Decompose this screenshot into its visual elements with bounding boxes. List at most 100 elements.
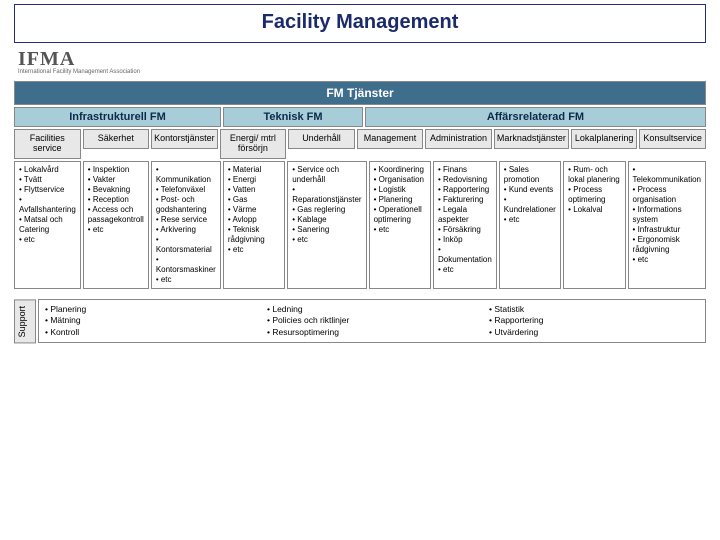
support-box: PlaneringMätningKontroll LedningPolicies … bbox=[38, 299, 706, 343]
fm-grid: FM Tjänster Infrastrukturell FM Teknisk … bbox=[14, 81, 706, 289]
column-cell: InspektionVakterBevakningReceptionAccess… bbox=[83, 161, 149, 289]
list-item: Planering bbox=[45, 304, 255, 315]
list-item: Legala aspekter bbox=[438, 205, 492, 225]
logo-block: IFMA International Facility Management A… bbox=[18, 49, 706, 75]
list-item: Teknisk rådgivning bbox=[228, 225, 280, 245]
column-cell: Sales promotionKund eventsKundrelationer… bbox=[499, 161, 561, 289]
list-item: etc bbox=[292, 235, 361, 245]
category-teknisk: Teknisk FM bbox=[223, 107, 363, 127]
list-item: Policies och riktlinjer bbox=[267, 315, 477, 326]
list-item: Utvärdering bbox=[489, 327, 699, 338]
list-item: etc bbox=[88, 225, 144, 235]
support-column: LedningPolicies och riktlinjerResursopti… bbox=[261, 300, 483, 342]
column-cell: FinansRedovisningRapporteringFakturering… bbox=[433, 161, 497, 289]
list-item: Material bbox=[228, 165, 280, 175]
category-affarsrelaterad: Affärsrelaterad FM bbox=[365, 107, 706, 127]
column-header: Säkerhet bbox=[83, 129, 150, 149]
list-item: Matsal och Catering bbox=[19, 215, 76, 235]
column-cell: TelekommunikationProcess organisationInf… bbox=[628, 161, 706, 289]
list-item: Sales promotion bbox=[504, 165, 556, 185]
list-item: Lokalval bbox=[568, 205, 620, 215]
column-cell: KommunikationTelefonväxelPost- och godsh… bbox=[151, 161, 221, 289]
column-header: Lokalplanering bbox=[571, 129, 638, 149]
list-item: Lokalvård bbox=[19, 165, 76, 175]
column-cell: KoordineringOrganisationLogistikPlanerin… bbox=[369, 161, 431, 289]
list-item: Telekommunikation bbox=[633, 165, 701, 185]
column-cell: Rum- och lokal planeringProcess optimeri… bbox=[563, 161, 625, 289]
list-item: etc bbox=[504, 215, 556, 225]
list-item: Inköp bbox=[438, 235, 492, 245]
list-item: etc bbox=[19, 235, 76, 245]
list-item: Tvätt bbox=[19, 175, 76, 185]
list-item: Koordinering bbox=[374, 165, 426, 175]
list-item: Infrastruktur bbox=[633, 225, 701, 235]
list-item: Dokumentation bbox=[438, 245, 492, 265]
title-box: Facility Management bbox=[14, 4, 706, 43]
column-header: Energi/ mtrl försörjn bbox=[220, 129, 287, 159]
list-item: Ergonomisk rådgivning bbox=[633, 235, 701, 255]
logo-subtitle: International Facility Management Associ… bbox=[18, 69, 706, 75]
list-item: Vatten bbox=[228, 185, 280, 195]
list-item: Vakter bbox=[88, 175, 144, 185]
list-item: Rapportering bbox=[438, 185, 492, 195]
list-item: etc bbox=[156, 275, 216, 285]
list-item: Försäkring bbox=[438, 225, 492, 235]
support-column: StatistikRapporteringUtvärdering bbox=[483, 300, 705, 342]
column-header: Konsultservice bbox=[639, 129, 706, 149]
list-item: Kontorsmaskiner bbox=[156, 255, 216, 275]
support-row: Support PlaneringMätningKontroll LedningP… bbox=[14, 299, 706, 343]
list-item: Reparationstjänster bbox=[292, 185, 361, 205]
list-item: Energi bbox=[228, 175, 280, 185]
list-item: Kontorsmaterial bbox=[156, 235, 216, 255]
list-item: Inspektion bbox=[88, 165, 144, 175]
list-item: Kommunikation bbox=[156, 165, 216, 185]
list-item: Reception bbox=[88, 195, 144, 205]
list-item: Access och passagekontroll bbox=[88, 205, 144, 225]
list-item: Avlopp bbox=[228, 215, 280, 225]
list-item: Planering bbox=[374, 195, 426, 205]
list-item: Avfallshantering bbox=[19, 195, 76, 215]
list-item: Redovisning bbox=[438, 175, 492, 185]
list-item: Gas bbox=[228, 195, 280, 205]
column-header: Facilities service bbox=[14, 129, 81, 159]
logo-text: IFMA bbox=[18, 49, 706, 69]
list-item: Process organisation bbox=[633, 185, 701, 205]
columns-header-row: Facilities serviceSäkerhetKontorstjänste… bbox=[14, 129, 706, 159]
list-item: Resursoptimering bbox=[267, 327, 477, 338]
list-item: Rese service bbox=[156, 215, 216, 225]
list-item: Flyttservice bbox=[19, 185, 76, 195]
list-item: Service och underhåll bbox=[292, 165, 361, 185]
list-item: Värme bbox=[228, 205, 280, 215]
list-item: Kontroll bbox=[45, 327, 255, 338]
list-item: Mätning bbox=[45, 315, 255, 326]
column-cell: Service och underhållReparationstjänster… bbox=[287, 161, 366, 289]
list-item: Gas reglering bbox=[292, 205, 361, 215]
support-label: Support bbox=[14, 299, 36, 343]
column-header: Marknadstjänster bbox=[494, 129, 569, 149]
column-header: Underhåll bbox=[288, 129, 355, 149]
list-item: Organisation bbox=[374, 175, 426, 185]
list-item: Statistik bbox=[489, 304, 699, 315]
list-item: Operationell optimering bbox=[374, 205, 426, 225]
list-item: Ledning bbox=[267, 304, 477, 315]
list-item: Kablage bbox=[292, 215, 361, 225]
list-item: Finans bbox=[438, 165, 492, 175]
list-item: Telefonväxel bbox=[156, 185, 216, 195]
list-item: Rum- och lokal planering bbox=[568, 165, 620, 185]
list-item: Informations system bbox=[633, 205, 701, 225]
list-item: etc bbox=[438, 265, 492, 275]
list-item: Kundrelationer bbox=[504, 195, 556, 215]
list-item: Process optimering bbox=[568, 185, 620, 205]
columns-body-row: LokalvårdTvättFlyttserviceAvfallshanteri… bbox=[14, 161, 706, 289]
column-cell: MaterialEnergiVattenGasVärmeAvloppTeknis… bbox=[223, 161, 285, 289]
list-item: etc bbox=[374, 225, 426, 235]
list-item: Logistik bbox=[374, 185, 426, 195]
column-header: Administration bbox=[425, 129, 492, 149]
main-header: FM Tjänster bbox=[14, 81, 706, 105]
list-item: etc bbox=[228, 245, 280, 255]
list-item: Arkivering bbox=[156, 225, 216, 235]
list-item: Kund events bbox=[504, 185, 556, 195]
column-header: Management bbox=[357, 129, 424, 149]
list-item: Post- och godshantering bbox=[156, 195, 216, 215]
category-infrastrukturell: Infrastrukturell FM bbox=[14, 107, 221, 127]
